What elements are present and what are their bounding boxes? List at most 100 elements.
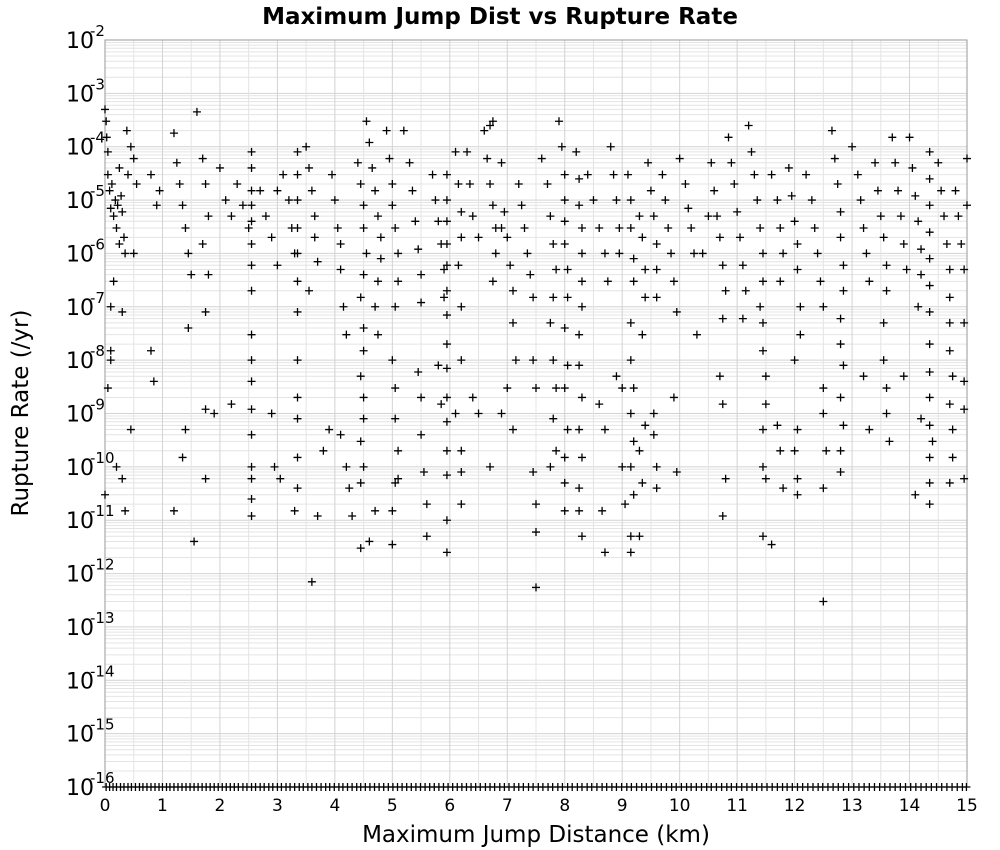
data-point <box>669 277 678 286</box>
data-point <box>715 233 724 242</box>
data-point <box>359 393 368 402</box>
data-point <box>859 372 868 381</box>
data-point <box>103 170 112 179</box>
data-point <box>552 384 561 393</box>
data-point <box>511 356 520 365</box>
data-point <box>106 302 115 311</box>
data-point <box>902 265 911 274</box>
data-point <box>761 400 770 409</box>
data-point <box>293 393 302 402</box>
data-point <box>293 453 302 462</box>
data-point <box>106 346 115 355</box>
data-point <box>710 186 719 195</box>
data-point <box>486 121 495 130</box>
data-point <box>810 223 819 232</box>
data-point <box>247 201 256 210</box>
data-point <box>305 286 314 295</box>
data-point <box>572 147 581 156</box>
x-tick-label: 1 <box>157 796 168 816</box>
data-point <box>750 170 759 179</box>
data-point <box>394 474 403 483</box>
data-point <box>784 163 793 172</box>
data-point <box>790 356 799 365</box>
data-point <box>126 142 135 151</box>
data-point <box>721 474 730 483</box>
data-point <box>891 158 900 167</box>
data-point <box>948 372 957 381</box>
data-point <box>305 163 314 172</box>
data-point <box>549 240 558 249</box>
data-point <box>758 532 767 541</box>
data-point <box>279 170 288 179</box>
data-point <box>256 186 265 195</box>
data-point <box>618 384 627 393</box>
data-point <box>365 537 374 546</box>
data-point <box>293 196 302 205</box>
data-point <box>649 212 658 221</box>
data-point <box>411 217 420 226</box>
data-point <box>879 356 888 365</box>
data-point <box>293 484 302 493</box>
data-point <box>626 462 635 471</box>
data-point <box>267 409 276 418</box>
data-point <box>543 180 552 189</box>
data-point <box>106 356 115 365</box>
data-point <box>106 204 115 213</box>
data-point <box>718 261 727 270</box>
data-point <box>819 302 828 311</box>
data-point <box>319 446 328 455</box>
data-point <box>107 180 116 189</box>
data-point <box>442 471 451 480</box>
data-point <box>359 462 368 471</box>
data-point <box>865 277 874 286</box>
data-point <box>917 245 926 254</box>
y-tick-exponent: -9 <box>90 396 105 414</box>
data-point <box>486 462 495 471</box>
data-point <box>917 414 926 423</box>
data-point <box>529 293 538 302</box>
data-point <box>888 133 897 142</box>
y-tick-label: 10 <box>66 616 94 641</box>
data-point <box>600 425 609 434</box>
data-point <box>718 511 727 520</box>
data-point <box>247 462 256 471</box>
data-point <box>882 409 891 418</box>
data-point <box>480 126 489 135</box>
data-point <box>603 277 612 286</box>
data-point <box>552 265 561 274</box>
y-tick-exponent: -13 <box>90 609 115 627</box>
data-point <box>925 500 934 509</box>
data-point <box>431 196 440 205</box>
data-point <box>442 364 451 373</box>
data-point <box>600 249 609 258</box>
data-point <box>546 212 555 221</box>
x-tick-label: 0 <box>100 796 111 816</box>
data-point <box>442 446 451 455</box>
data-point <box>560 384 569 393</box>
data-point <box>899 240 908 249</box>
data-point <box>925 340 934 349</box>
data-point <box>589 196 598 205</box>
data-point <box>457 500 466 509</box>
data-point <box>310 212 319 221</box>
data-point <box>391 223 400 232</box>
data-point <box>497 158 506 167</box>
data-point <box>802 170 811 179</box>
data-point <box>509 318 518 327</box>
y-tick-exponent: -10 <box>90 449 115 467</box>
data-point <box>560 506 569 515</box>
data-point <box>405 158 414 167</box>
data-point <box>201 474 210 483</box>
data-point <box>945 265 954 274</box>
data-point <box>178 453 187 462</box>
data-point <box>641 265 650 274</box>
data-point <box>744 121 753 130</box>
data-point <box>819 484 828 493</box>
data-point <box>626 196 635 205</box>
data-point <box>796 330 805 339</box>
data-point <box>391 302 400 311</box>
data-point <box>273 261 282 270</box>
data-point <box>356 180 365 189</box>
data-point <box>911 490 920 499</box>
x-tick-label: 10 <box>669 796 691 816</box>
